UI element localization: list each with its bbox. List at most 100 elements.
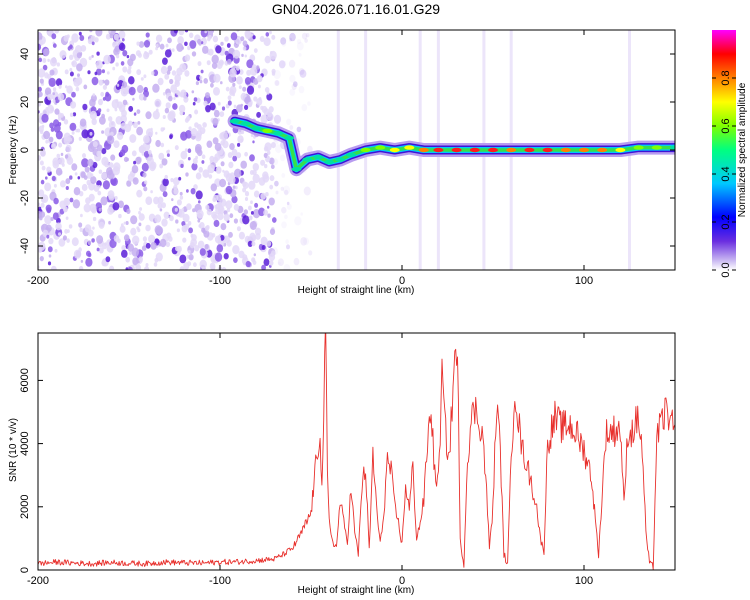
noise-speckle: [223, 253, 229, 260]
noise-speckle: [265, 192, 269, 197]
noise-speckle: [132, 257, 139, 266]
noise-speckle: [147, 149, 152, 155]
noise-speckle: [91, 238, 95, 243]
noise-speckle: [66, 238, 70, 243]
noise-speckle: [137, 228, 141, 233]
noise-speckle: [165, 102, 171, 109]
noise-speckle: [254, 227, 262, 236]
noise-speckle: [242, 181, 247, 187]
noise-speckle: [191, 234, 197, 242]
noise-speckle: [78, 222, 83, 228]
noise-speckle: [71, 163, 78, 171]
noise-speckle: [184, 117, 189, 123]
noise-speckle: [189, 40, 197, 49]
noise-speckle: [97, 218, 106, 228]
noise-speckle: [197, 61, 202, 67]
noise-speckle: [294, 216, 302, 226]
noise-speckle: [145, 242, 151, 249]
noise-speckle: [143, 74, 147, 79]
noise-speckle: [286, 201, 290, 206]
noise-speckle: [69, 197, 74, 203]
noise-speckle: [42, 58, 47, 63]
noise-speckle: [249, 170, 254, 175]
y-tick-label: -20: [19, 190, 31, 206]
noise-speckle: [132, 121, 138, 129]
noise-speckle: [164, 174, 168, 180]
noise-speckle: [289, 74, 296, 83]
noise-speckle: [185, 172, 189, 177]
noise-speckle: [38, 57, 42, 63]
noise-speckle: [145, 196, 153, 205]
noise-speckle: [148, 234, 156, 244]
noise-speckle: [179, 266, 185, 270]
noise-speckle: [101, 69, 105, 74]
noise-speckle: [220, 223, 227, 231]
noise-speckle: [252, 173, 260, 184]
noise-speckle: [252, 64, 257, 70]
noise-speckle: [230, 32, 238, 41]
noise-speckle: [137, 121, 141, 125]
noise-speckle: [249, 216, 253, 220]
colorbar-label: Normalized spectral amplitude: [737, 82, 748, 217]
noise-speckle: [198, 166, 203, 173]
noise-speckle: [162, 115, 166, 119]
noise-speckle: [199, 248, 206, 256]
noise-speckle: [260, 159, 266, 166]
noise-speckle: [159, 208, 163, 212]
noise-speckle: [248, 180, 256, 190]
noise-speckle: [197, 240, 205, 249]
noise-speckle: [65, 85, 68, 89]
colorbar-tick-label: 0.6: [720, 118, 732, 133]
ridge-point: [360, 147, 371, 153]
noise-speckle: [77, 128, 81, 133]
noise-speckle: [163, 211, 170, 219]
noise-speckle: [130, 215, 138, 225]
snr-ylabel: SNR (10 * v/v): [8, 418, 19, 482]
noise-speckle: [91, 76, 99, 86]
noise-speckle: [90, 176, 97, 185]
noise-speckle: [164, 107, 170, 114]
noise-speckle: [101, 172, 108, 180]
noise-speckle: [191, 162, 198, 171]
noise-speckle: [104, 93, 112, 102]
noise-speckle: [50, 107, 54, 112]
noise-speckle: [252, 35, 256, 40]
noise-speckle: [108, 162, 114, 169]
noise-speckle: [46, 234, 50, 239]
noise-speckle: [222, 169, 225, 173]
ridge-point: [262, 128, 273, 133]
noise-speckle: [206, 208, 212, 216]
noise-speckle: [150, 161, 157, 170]
noise-speckle: [43, 130, 51, 140]
noise-speckle: [274, 180, 279, 187]
noise-speckle: [227, 95, 232, 101]
noise-speckle: [98, 79, 104, 86]
noise-speckle: [106, 135, 115, 145]
ridge-point: [597, 147, 608, 153]
noise-speckle: [43, 48, 50, 57]
noise-speckle: [244, 77, 252, 85]
noise-speckle: [168, 236, 173, 242]
noise-speckle: [260, 236, 268, 246]
noise-speckle: [128, 105, 134, 112]
noise-speckle: [179, 191, 183, 196]
noise-speckle: [286, 203, 292, 210]
noise-speckle: [109, 239, 117, 249]
noise-speckle: [69, 67, 73, 72]
noise-speckle: [240, 160, 247, 169]
noise-speckle: [107, 206, 114, 215]
noise-speckle: [161, 218, 168, 227]
noise-speckle: [138, 41, 145, 48]
noise-speckle: [58, 157, 65, 165]
noise-speckle: [289, 32, 296, 42]
noise-speckle: [48, 254, 52, 258]
noise-speckle: [179, 91, 185, 98]
noise-speckle: [199, 75, 203, 80]
noise-speckle: [212, 194, 219, 202]
noise-speckle: [70, 101, 77, 109]
noise-speckle: [162, 191, 168, 198]
noise-speckle: [188, 254, 194, 261]
noise-speckle: [57, 92, 65, 102]
noise-speckle: [85, 257, 93, 267]
noise-speckle: [138, 210, 141, 215]
